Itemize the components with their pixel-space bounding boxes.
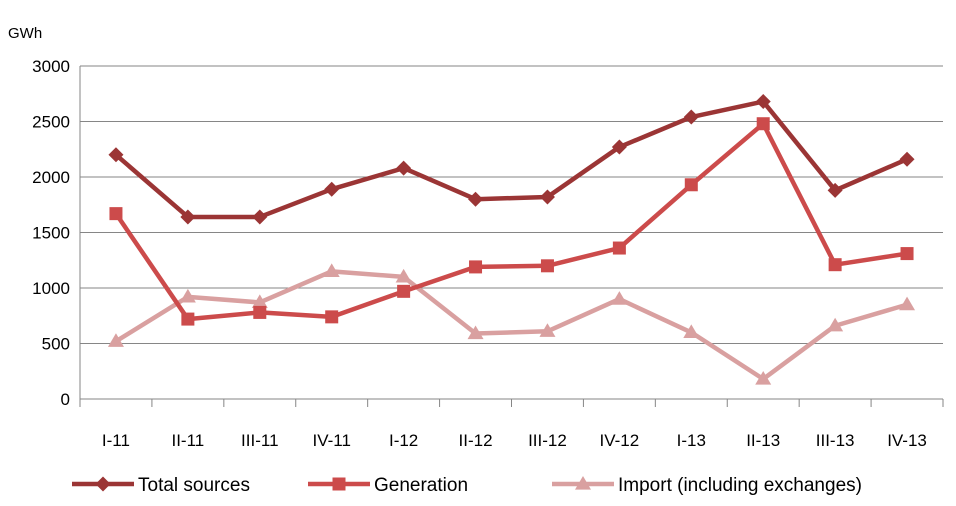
data-point-triangle — [251, 294, 268, 309]
x-tick-label: II-13 — [746, 431, 780, 450]
data-point-triangle — [179, 288, 196, 303]
legend-item: Total sources — [72, 475, 250, 496]
data-point-square — [684, 178, 698, 192]
legend-marker-square — [332, 477, 346, 491]
data-point-square — [109, 207, 123, 221]
legend-marker-diamond — [95, 476, 111, 492]
x-tick-label: II-12 — [459, 431, 493, 450]
data-point-diamond — [539, 189, 555, 205]
x-tick-label: I-13 — [677, 431, 706, 450]
y-tick-label: 2000 — [32, 168, 70, 187]
data-point-diamond — [324, 181, 340, 197]
data-point-diamond — [468, 191, 484, 207]
series-line — [114, 121, 908, 322]
data-point-diamond — [683, 109, 699, 125]
series-triangle — [107, 263, 916, 385]
data-point-triangle — [755, 371, 772, 385]
axes: 0 500 1000 1500 2000 2500 3000 I-11 II-11 III-11 I… — [32, 57, 944, 450]
data-point-diamond — [252, 209, 268, 225]
x-tick-label: IV-13 — [887, 431, 927, 450]
data-point-diamond — [108, 147, 124, 163]
data-point-square — [469, 260, 483, 274]
data-point-square — [181, 312, 195, 326]
data-point-diamond — [180, 209, 196, 225]
data-point-square — [540, 259, 554, 273]
legend-label: Generation — [374, 475, 468, 496]
y-tick-label: 3000 — [32, 57, 70, 76]
series-line — [114, 99, 908, 220]
legend-item: Import (including exchanges) — [552, 475, 862, 496]
data-point-diamond — [827, 182, 843, 198]
data-point-square — [397, 284, 411, 298]
data-point-triangle — [899, 296, 916, 311]
x-tick-label: III-13 — [816, 431, 855, 450]
x-tick-label: III-11 — [241, 431, 278, 450]
data-point-square — [612, 241, 626, 255]
data-point-triangle — [107, 333, 124, 347]
data-point-diamond — [396, 160, 412, 176]
data-point-square — [900, 247, 914, 261]
legend-label: Import (including exchanges) — [618, 475, 862, 496]
legend-marker-triangle — [575, 476, 591, 490]
x-tick-label: II-11 — [171, 431, 204, 450]
data-point-square — [828, 258, 842, 272]
data-point-triangle — [323, 263, 340, 277]
gridlines — [80, 65, 943, 400]
data-point-triangle — [683, 324, 700, 338]
data-point-triangle — [467, 325, 484, 340]
y-tick-label: 500 — [42, 335, 70, 354]
series-group — [107, 94, 916, 385]
x-tick-label: I-12 — [389, 431, 418, 450]
legend-label: Total sources — [138, 475, 250, 496]
data-point-square — [756, 117, 770, 131]
data-point-triangle — [827, 317, 844, 332]
y-tick-label: 0 — [61, 390, 70, 409]
legend-item: Generation — [308, 475, 468, 496]
data-point-square — [325, 310, 339, 324]
data-point-triangle — [395, 268, 412, 283]
y-tick-label: 1500 — [32, 224, 70, 243]
data-point-diamond — [611, 139, 627, 155]
data-point-square — [253, 305, 267, 319]
x-tick-label: I-11 — [102, 431, 130, 450]
series-line — [114, 269, 908, 382]
y-axis-unit-label: GWh — [8, 25, 42, 42]
x-tick-label: IV-11 — [312, 431, 350, 450]
y-tick-label: 2500 — [32, 113, 70, 132]
data-point-triangle — [611, 291, 628, 305]
legend: Total sources Generation Import (including… — [72, 475, 862, 496]
x-tick-label: III-12 — [528, 431, 567, 450]
x-tick-label: IV-12 — [600, 431, 640, 450]
data-point-triangle — [539, 323, 556, 337]
y-tick-label: 1000 — [32, 279, 70, 298]
data-point-diamond — [755, 94, 771, 110]
series-diamond — [108, 94, 915, 225]
series-square — [109, 117, 914, 326]
data-point-diamond — [899, 151, 915, 167]
